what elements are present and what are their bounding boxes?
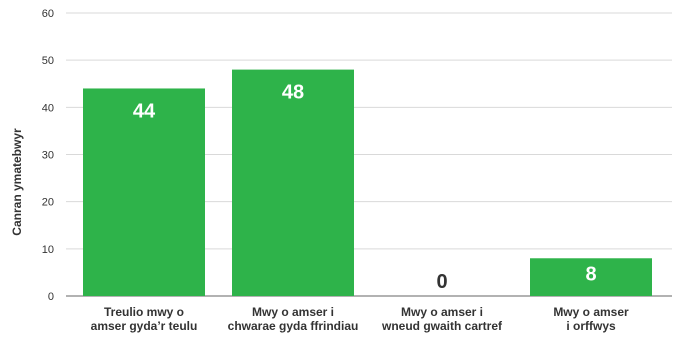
x-category-label: Mwy o amser i wneud gwaith cartref	[381, 305, 503, 333]
bar	[530, 258, 652, 296]
data-labels: 44 48 0 8	[133, 82, 597, 293]
x-category-label: Treulio mwy o amser gyda’r teulu	[91, 305, 198, 333]
data-label: 48	[282, 82, 304, 104]
y-axis-ticks: 0 10 20 30 40 50 60	[42, 8, 54, 303]
bars	[83, 69, 652, 296]
x-category-label: Mwy o amser i orffwys	[553, 305, 629, 333]
y-tick-label: 30	[42, 150, 54, 162]
x-category-label: Mwy o amser i chwarae gyda ffrindiau	[228, 305, 359, 333]
y-tick-label: 0	[48, 291, 54, 303]
y-tick-label: 50	[42, 55, 54, 67]
data-label: 44	[133, 100, 156, 122]
y-tick-label: 40	[42, 102, 54, 114]
bar	[83, 88, 205, 296]
y-tick-label: 10	[42, 244, 54, 256]
y-axis-label: Canran ymatebwyr	[10, 128, 24, 236]
data-label: 8	[585, 263, 596, 285]
data-label: 0	[436, 271, 447, 293]
y-tick-label: 20	[42, 197, 54, 209]
x-axis-categories: Treulio mwy o amser gyda’r teulu Mwy o ams…	[91, 305, 629, 333]
y-tick-label: 60	[42, 8, 54, 20]
bar	[232, 69, 354, 296]
